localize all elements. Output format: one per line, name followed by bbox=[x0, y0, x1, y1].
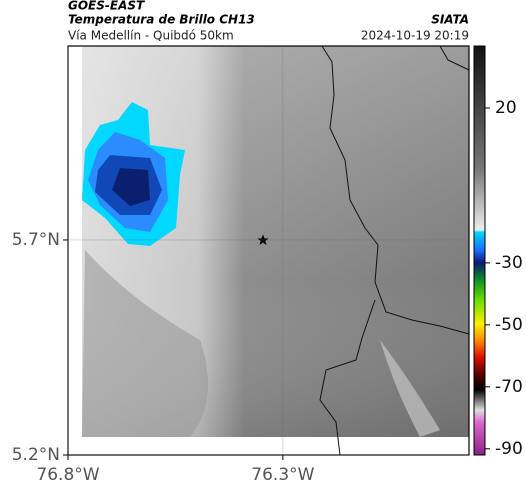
cold-cloud bbox=[112, 168, 150, 206]
cloud-shade bbox=[380, 340, 440, 437]
colorbar-label: -70 bbox=[495, 377, 523, 397]
x-tick-label: 76.3°W bbox=[251, 465, 314, 485]
colorbar-label: 20 bbox=[495, 98, 517, 118]
datetime: 2024-10-19 20:19 bbox=[361, 29, 469, 43]
route: Vía Medellín - Quibdó 50km bbox=[68, 29, 234, 43]
colorbar bbox=[473, 45, 486, 456]
border bbox=[439, 45, 470, 71]
colorbar-label: -50 bbox=[495, 315, 523, 335]
border bbox=[319, 299, 376, 456]
title: GOES-EAST bbox=[68, 0, 145, 13]
border bbox=[321, 45, 470, 335]
y-tick-label: 5.7°N bbox=[12, 230, 60, 250]
map bbox=[67, 45, 470, 456]
colorbar-label: -30 bbox=[495, 253, 523, 273]
colorbar-label: -90 bbox=[495, 439, 523, 459]
y-tick-label: 5.2°N bbox=[12, 445, 60, 465]
x-tick-label: 76.8°W bbox=[36, 465, 99, 485]
source: SIATA bbox=[431, 13, 469, 27]
subtitle: Temperatura de Brillo CH13 bbox=[68, 13, 255, 27]
cloud-shade bbox=[82, 250, 208, 437]
